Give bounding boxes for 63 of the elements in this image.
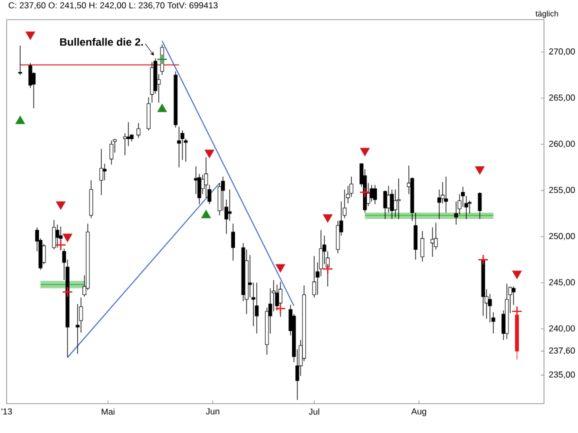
candlestick	[194, 166, 198, 194]
candlestick	[52, 220, 56, 250]
candlestick	[254, 282, 259, 334]
candlestick	[373, 184, 377, 205]
candlestick	[444, 176, 448, 213]
point	[512, 270, 522, 280]
candlestick	[99, 148, 104, 196]
annotation: Bullenfalle die 2.	[60, 38, 143, 46]
candlestick	[478, 192, 482, 220]
candlestick	[390, 189, 394, 220]
candlestick	[136, 122, 140, 138]
point	[322, 214, 333, 223]
point	[55, 239, 66, 250]
candlestick	[42, 244, 46, 265]
point	[274, 303, 286, 314]
candlestick	[430, 227, 434, 258]
candlestick	[126, 122, 130, 146]
point	[56, 201, 66, 210]
candlestick	[204, 156, 208, 198]
candlestick	[420, 230, 424, 262]
point	[478, 254, 489, 266]
candlestick	[123, 132, 127, 156]
candlestick	[312, 256, 316, 298]
y-tick-label: 240,00	[549, 325, 575, 332]
point	[360, 148, 370, 156]
y-tick-label: 260,00	[549, 140, 575, 148]
candlestick	[55, 224, 60, 248]
candlestick	[488, 293, 492, 323]
candlestick	[228, 189, 232, 222]
point	[511, 306, 522, 317]
point	[204, 150, 214, 158]
candlestick	[110, 140, 114, 165]
candlestick	[386, 185, 390, 213]
y-tick-label: 265,00	[549, 94, 575, 102]
chart-title: C: 237,60 O: 241,50 H: 242,00 L: 236,70 TotV: 699413	[8, 2, 218, 10]
x-tick-label: Jul	[308, 408, 320, 415]
y-tick-label: 237,60	[549, 347, 575, 355]
point	[156, 54, 168, 65]
candlestick	[396, 178, 401, 220]
y-tick-label: 255,00	[549, 186, 575, 194]
x-tick-label: Jun	[206, 408, 220, 414]
candlestick	[370, 184, 374, 202]
point	[322, 263, 334, 274]
x-tick-label: '13	[1, 408, 12, 415]
text: täglich	[536, 10, 558, 18]
point	[275, 264, 286, 273]
y-tick-label: 245,00	[549, 279, 575, 286]
candlestick	[383, 190, 388, 220]
point	[62, 286, 73, 298]
candlestick	[177, 126, 181, 168]
candlestick	[102, 163, 107, 181]
candlestick	[512, 286, 516, 306]
candlestick	[231, 223, 235, 261]
candlestick	[18, 45, 22, 76]
x-tick-label: Aug	[411, 408, 426, 416]
point	[359, 186, 370, 198]
y-tick-label: 235,00	[549, 371, 575, 379]
point	[474, 166, 485, 175]
y-tick-label: 250,00	[549, 233, 575, 240]
point	[25, 32, 36, 40]
point	[62, 234, 72, 242]
x-tick-label: Mai	[102, 408, 114, 415]
y-tick-label: 270,00	[549, 48, 575, 56]
